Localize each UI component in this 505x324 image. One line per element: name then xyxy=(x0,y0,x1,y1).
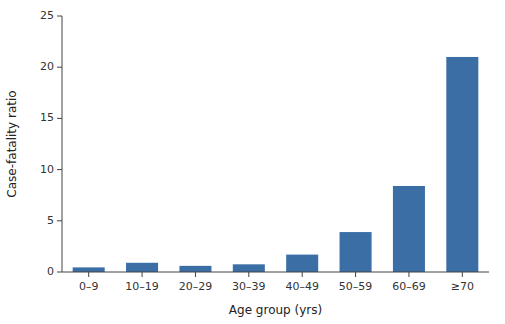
y-tick-label: 20 xyxy=(40,60,54,73)
bar xyxy=(340,232,372,272)
y-tick xyxy=(57,16,62,17)
x-tick xyxy=(195,272,196,277)
y-tick-label: 15 xyxy=(40,111,54,124)
x-tick xyxy=(88,272,89,277)
y-tick xyxy=(57,272,62,273)
x-tick-label: 10–19 xyxy=(125,280,159,293)
x-tick xyxy=(355,272,356,277)
bar xyxy=(126,263,158,272)
x-tick xyxy=(302,272,303,277)
y-tick-label: 0 xyxy=(47,265,54,278)
x-tick xyxy=(248,272,249,277)
x-axis-line xyxy=(62,272,489,273)
bar xyxy=(73,267,105,272)
bars xyxy=(73,57,479,272)
x-tick-label: 50–59 xyxy=(339,280,373,293)
x-tick-label: 40–49 xyxy=(285,280,319,293)
bar xyxy=(393,186,425,272)
x-tick-label: 60–69 xyxy=(392,280,426,293)
y-tick xyxy=(57,169,62,170)
y-axis-line xyxy=(62,16,63,272)
bar xyxy=(286,255,318,272)
bar xyxy=(233,264,265,272)
x-tick xyxy=(142,272,143,277)
x-tick xyxy=(408,272,409,277)
y-tick xyxy=(57,67,62,68)
x-tick-label: 30–39 xyxy=(232,280,266,293)
x-tick xyxy=(462,272,463,277)
y-tick-label: 10 xyxy=(40,163,54,176)
chart-container: 0 5 10 15 20 25 0–9 10–19 20–29 30–39 40–49 50–59 60… xyxy=(0,0,505,324)
y-axis-label: Case-fatality ratio xyxy=(5,90,19,197)
y-tick-label: 25 xyxy=(40,9,54,22)
x-axis-label: Age group (yrs) xyxy=(229,303,322,317)
x-tick-label: 0–9 xyxy=(79,280,99,293)
x-tick-label: ≥70 xyxy=(451,280,474,293)
axes: 0 5 10 15 20 25 0–9 10–19 20–29 30–39 40–49 50–59 60… xyxy=(40,9,489,293)
bar xyxy=(446,57,478,272)
y-tick-label: 5 xyxy=(47,214,54,227)
bar xyxy=(179,266,211,272)
x-tick-label: 20–29 xyxy=(179,280,213,293)
y-tick xyxy=(57,118,62,119)
chart-svg: 0 5 10 15 20 25 0–9 10–19 20–29 30–39 40–49 50–59 60… xyxy=(0,0,505,324)
y-tick xyxy=(57,220,62,221)
